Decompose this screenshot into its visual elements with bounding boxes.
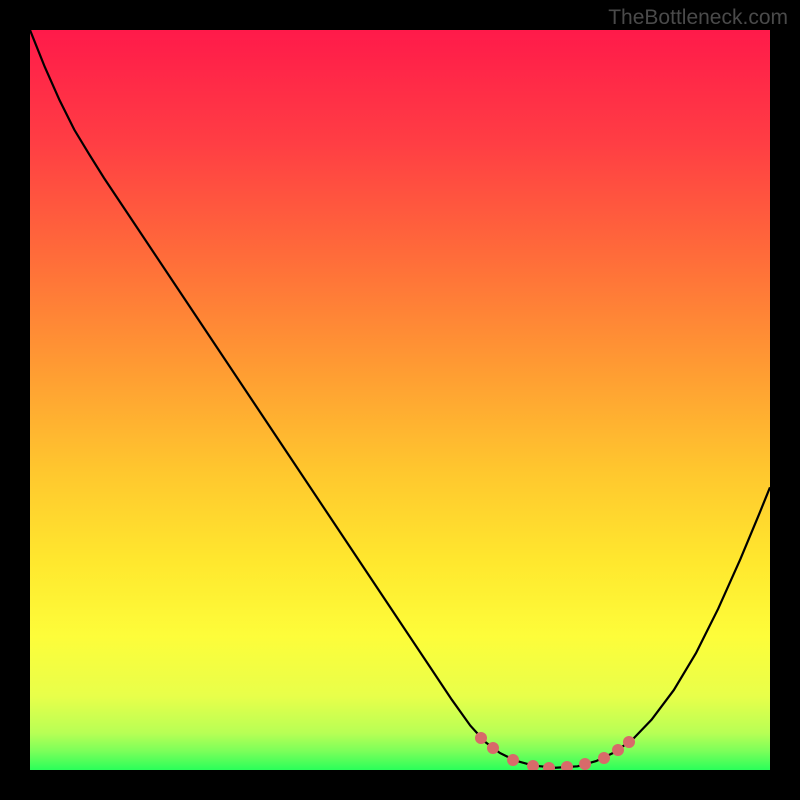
watermark-text: TheBottleneck.com	[608, 6, 788, 30]
chart-container: TheBottleneck.com	[0, 0, 800, 800]
data-marker	[527, 760, 539, 770]
data-marker	[612, 744, 624, 756]
data-marker	[623, 736, 635, 748]
plot-area	[30, 30, 770, 770]
data-marker	[487, 742, 499, 754]
data-marker	[598, 752, 610, 764]
data-marker	[475, 732, 487, 744]
data-marker	[507, 754, 519, 766]
data-marker	[561, 761, 573, 770]
data-marker	[579, 758, 591, 770]
data-marker	[543, 762, 555, 770]
bottleneck-curve	[30, 30, 770, 770]
